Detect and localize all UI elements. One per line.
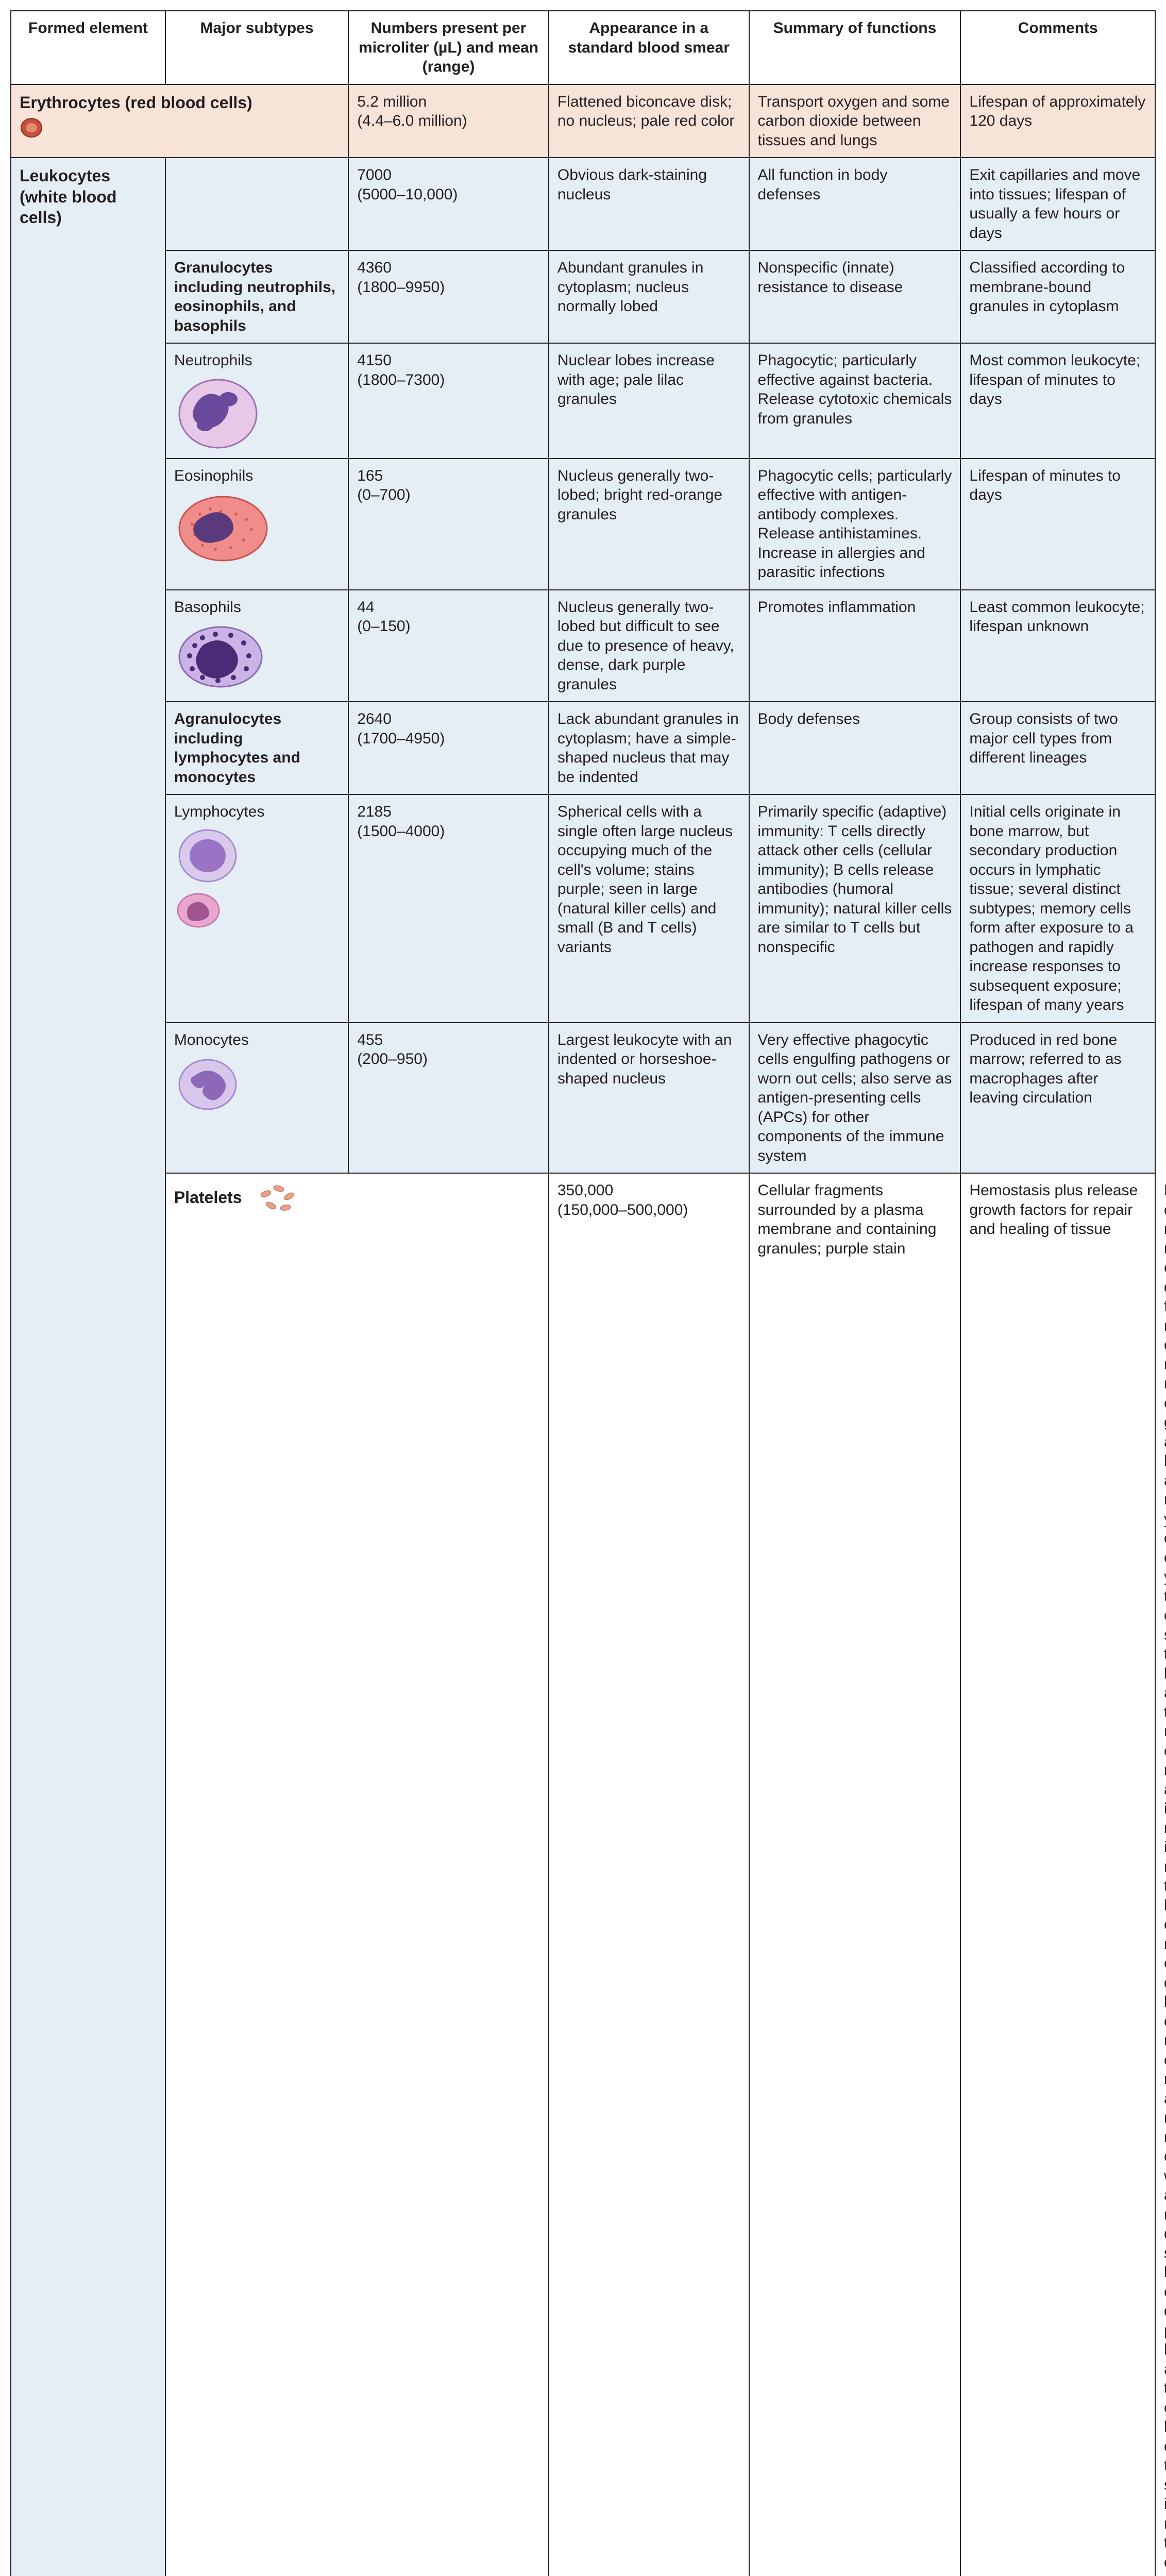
- bas-appearance: Nucleus generally two-lobed but difficul…: [549, 590, 749, 702]
- mon-comments: Produced in red bone marrow; referred to…: [960, 1023, 1155, 1174]
- row-platelets: Platelets 350,000(150,000–500,000) Cellu: [11, 1173, 1155, 2576]
- row-granulocytes: Granulocytes including neutrophils, eosi…: [11, 250, 1155, 343]
- header-subtypes: Major subtypes: [165, 11, 348, 84]
- gran-comments: Classified according to membrane-bound g…: [960, 250, 1155, 343]
- basophils-label: Basophils: [174, 599, 241, 616]
- agr-comments: Group consists of two major cell types f…: [960, 702, 1155, 794]
- lym-appearance: Spherical cells with a single often larg…: [549, 794, 749, 1023]
- ery-comments: Lifespan of approximately 120 days: [960, 84, 1155, 158]
- neu-numbers: 4150(1800–7300): [348, 343, 549, 459]
- gran-appearance: Abundant granules in cytoplasm; nucleus …: [549, 250, 749, 343]
- granulocytes-label: Granulocytes including neutrophils, eosi…: [174, 259, 335, 334]
- leu-functions: All function in body defenses: [749, 158, 961, 250]
- row-leukocytes: Leukocytes (white blood cells) 7000(5000…: [11, 158, 1155, 250]
- eos-comments: Lifespan of minutes to days: [960, 459, 1155, 590]
- gran-numbers: 4360(1800–9950): [348, 250, 549, 343]
- header-appearance: Appearance in a standard blood smear: [549, 11, 749, 84]
- plt-functions: Hemostasis plus release growth factors f…: [960, 1173, 1155, 2576]
- erythrocytes-label: Erythrocytes (red blood cells): [20, 93, 252, 112]
- row-basophils: Basophils: [11, 590, 1155, 702]
- bas-comments: Least common leukocyte; lifespan unknown: [960, 590, 1155, 702]
- ery-functions: Transport oxygen and some carbon dioxide…: [749, 84, 961, 158]
- leu-numbers: 7000(5000–10,000): [348, 158, 549, 250]
- agr-appearance: Lack abundant granules in cytoplasm; hav…: [549, 702, 749, 794]
- header-numbers: Numbers present per microliter (µL) and …: [348, 11, 549, 84]
- plt-numbers: 350,000(150,000–500,000): [549, 1173, 749, 2576]
- leukocytes-label: Leukocytes (white blood cells): [20, 166, 116, 227]
- plt-appearance: Cellular fragments surrounded by a plasm…: [749, 1173, 961, 2576]
- eosinophil-icon: [174, 488, 340, 566]
- red-blood-cell-icon: [20, 116, 340, 140]
- neu-functions: Phagocytic; particularly effective again…: [749, 343, 961, 459]
- lymphocyte-large-icon: [174, 825, 340, 887]
- header-row: Formed element Major subtypes Numbers pr…: [11, 11, 1155, 84]
- lym-functions: Primarily specific (adaptive) immunity: …: [749, 794, 961, 1023]
- eos-functions: Phagocytic cells; particularly effective…: [749, 459, 961, 590]
- neu-comments: Most common leukocyte; lifespan of minut…: [960, 343, 1155, 459]
- neu-appearance: Nuclear lobes increase with age; pale li…: [549, 343, 749, 459]
- monocytes-label: Monocytes: [174, 1031, 249, 1048]
- lymphocytes-label: Lymphocytes: [174, 803, 265, 820]
- formed-elements-table: Formed element Major subtypes Numbers pr…: [10, 10, 1156, 2576]
- monocyte-icon: [174, 1053, 340, 1114]
- mon-functions: Very effective phagocytic cells engulfin…: [749, 1023, 961, 1174]
- eos-numbers: 165(0–700): [348, 459, 549, 590]
- eosinophils-label: Eosinophils: [174, 467, 253, 484]
- mon-numbers: 455(200–950): [348, 1023, 549, 1174]
- row-agranulocytes: Agranulocytes including lymphocytes and …: [11, 702, 1155, 794]
- neutrophil-icon: [174, 374, 340, 451]
- row-monocytes: Monocytes 455(200–950) Largest leukocyte…: [11, 1023, 1155, 1174]
- header-functions: Summary of functions: [749, 11, 961, 84]
- row-lymphocytes: Lymphocytes 2185(1500–4000) Spherical ce…: [11, 794, 1155, 1023]
- leu-comments: Exit capillaries and move into tissues; …: [960, 158, 1155, 250]
- leu-appearance: Obvious dark-staining nucleus: [549, 158, 749, 250]
- basophil-icon: [174, 620, 340, 692]
- ery-numbers: 5.2 million(4.4–6.0 million): [348, 84, 549, 158]
- platelets-icon: [256, 1181, 302, 1217]
- header-formed: Formed element: [11, 11, 165, 84]
- row-erythrocytes: Erythrocytes (red blood cells) 5.2 milli…: [11, 84, 1155, 158]
- bas-functions: Promotes inflammation: [749, 590, 961, 702]
- platelets-label: Platelets: [174, 1188, 242, 1207]
- row-eosinophils: Eosinophils 165(0–700) Nucleu: [11, 459, 1155, 590]
- lym-numbers: 2185(1500–4000): [348, 794, 549, 1023]
- lymphocyte-small-icon: [174, 890, 340, 931]
- gran-functions: Nonspecific (innate) resistance to disea…: [749, 250, 961, 343]
- neutrophils-label: Neutrophils: [174, 352, 252, 369]
- agr-functions: Body defenses: [749, 702, 961, 794]
- eos-appearance: Nucleus generally two-lobed; bright red-…: [549, 459, 749, 590]
- lym-comments: Initial cells originate in bone marrow, …: [960, 794, 1155, 1023]
- row-neutrophils: Neutrophils 4150(1800–7300) Nuclear lobe…: [11, 343, 1155, 459]
- mon-appearance: Largest leukocyte with an indented or ho…: [549, 1023, 749, 1174]
- agr-numbers: 2640(1700–4950): [348, 702, 549, 794]
- agranulocytes-label: Agranulocytes including lymphocytes and …: [174, 710, 300, 786]
- header-comments: Comments: [960, 11, 1155, 84]
- bas-numbers: 44(0–150): [348, 590, 549, 702]
- ery-appearance: Flattened biconcave disk; no nucleus; pa…: [549, 84, 749, 158]
